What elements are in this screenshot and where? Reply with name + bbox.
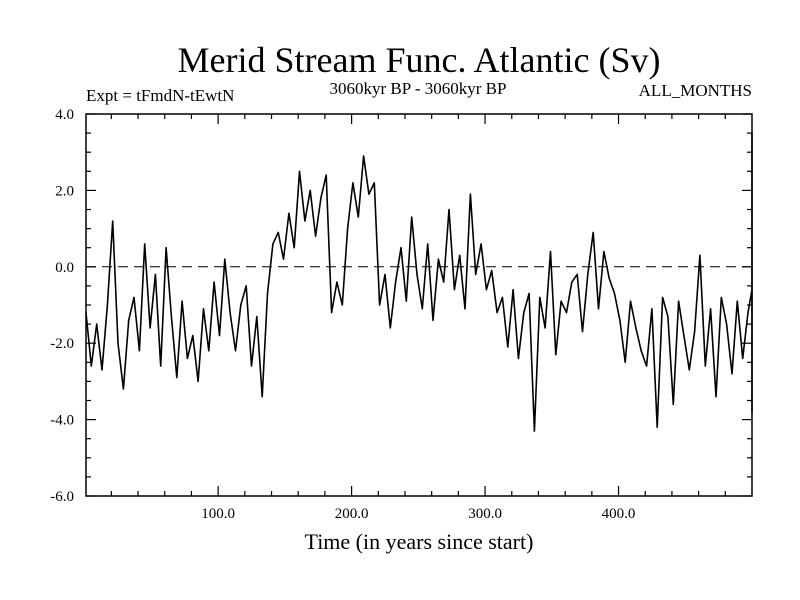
- x-axis-ticks: [110, 114, 726, 496]
- time-range-label: 3060kyr BP - 3060kyr BP: [330, 79, 507, 98]
- y-axis-ticks: [86, 113, 752, 497]
- y-tick-label: -2.0: [50, 336, 74, 352]
- plot-frame: [85, 113, 753, 497]
- x-tick-label: 200.0: [335, 506, 369, 522]
- months-label: ALL_MONTHS: [639, 81, 752, 100]
- x-tick-label: 100.0: [201, 506, 235, 522]
- experiment-label: Expt = tFmdN-tEwtN: [86, 86, 234, 105]
- y-tick-label: -6.0: [50, 489, 74, 505]
- y-tick-label: 2.0: [55, 183, 74, 199]
- y-tick-label: 0.0: [55, 260, 74, 276]
- y-tick-label: 4.0: [55, 107, 74, 123]
- x-tick-label: 400.0: [602, 506, 636, 522]
- y-tick-label: -4.0: [50, 413, 74, 429]
- y-axis-tick-labels: -6.0 -4.0 -2.0 0.0 2.0 4.0: [50, 107, 74, 505]
- x-axis-tick-labels: 100.0 200.0 300.0 400.0: [201, 506, 635, 522]
- chart-title: Merid Stream Func. Atlantic (Sv): [178, 40, 661, 80]
- series-line: [85, 132, 753, 432]
- x-tick-label: 300.0: [468, 506, 502, 522]
- x-axis-label: Time (in years since start): [305, 529, 534, 554]
